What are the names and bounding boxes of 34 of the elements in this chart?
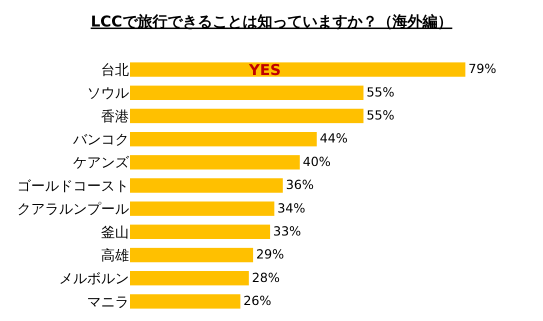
data-label: 44% bbox=[320, 130, 348, 146]
y-tick-label: バンコク bbox=[72, 132, 129, 148]
data-label: 29% bbox=[256, 246, 284, 262]
data-label: 40% bbox=[302, 154, 331, 169]
bar bbox=[130, 271, 249, 286]
bar bbox=[130, 155, 300, 170]
bar bbox=[130, 132, 317, 146]
data-label: 28% bbox=[252, 270, 280, 285]
y-tick-label: クアラルンプール bbox=[17, 202, 129, 218]
bar bbox=[130, 62, 466, 77]
y-tick-label: 釜山 bbox=[101, 224, 129, 241]
y-tick-label: メルボルン bbox=[59, 271, 129, 288]
annotation: YES bbox=[248, 61, 281, 79]
data-label: 55% bbox=[366, 84, 394, 100]
data-label: 26% bbox=[243, 293, 272, 308]
data-label: 36% bbox=[286, 177, 314, 192]
data-label: 55% bbox=[366, 108, 394, 123]
bar bbox=[130, 294, 240, 309]
bar bbox=[130, 108, 364, 124]
y-tick-label: ゴールドコースト bbox=[17, 178, 129, 194]
data-label: 79% bbox=[468, 61, 496, 76]
y-tick-label: ケアンズ bbox=[73, 155, 130, 172]
bar bbox=[130, 86, 364, 100]
data-label: 33% bbox=[273, 223, 302, 238]
bar bbox=[130, 178, 283, 193]
bar bbox=[130, 202, 274, 216]
y-tick-label: ソウル bbox=[87, 86, 129, 102]
bar bbox=[130, 224, 270, 240]
y-tick-label: 高雄 bbox=[101, 248, 129, 264]
y-tick-label: マニラ bbox=[87, 294, 129, 310]
bar bbox=[130, 248, 254, 262]
y-tick-label: 香港 bbox=[101, 108, 129, 125]
y-tick-label: 台北 bbox=[101, 62, 129, 78]
data-label: 34% bbox=[277, 200, 306, 216]
